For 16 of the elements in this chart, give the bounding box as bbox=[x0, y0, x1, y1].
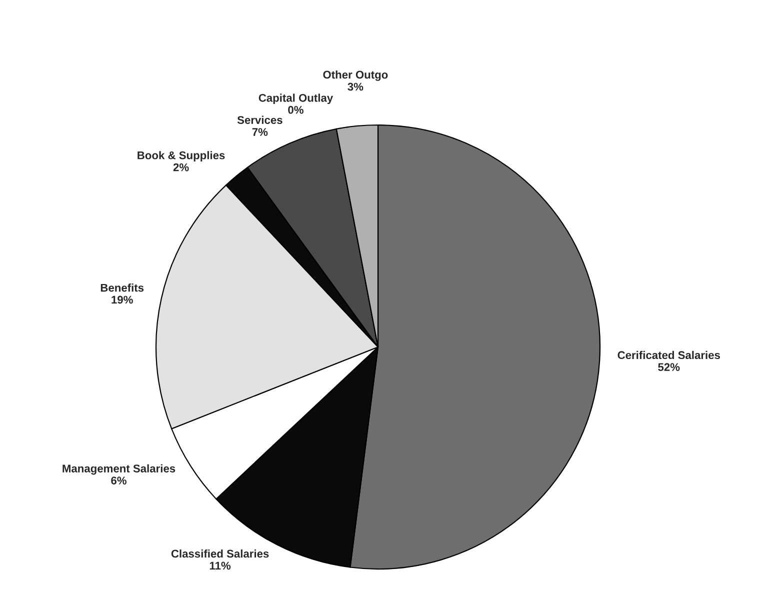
data-label: 3% bbox=[348, 82, 364, 91]
slice-label: Services bbox=[237, 116, 282, 124]
data-label: 6% bbox=[111, 476, 126, 484]
slice-label: Other Outgo bbox=[323, 70, 388, 81]
slice-label: Management Salaries bbox=[62, 464, 176, 475]
data-label: 2% bbox=[173, 163, 189, 172]
slice-label: Book & Supplies bbox=[138, 151, 225, 162]
data-label: 7% bbox=[252, 128, 268, 136]
slice-label: Benefits bbox=[100, 284, 144, 292]
data-label: 52% bbox=[658, 363, 680, 372]
slice-label: Cerificated Salaries bbox=[618, 350, 720, 360]
category-label: Capital Outlay bbox=[258, 94, 334, 104]
text: 0% bbox=[288, 106, 304, 114]
data-label: 11% bbox=[210, 562, 231, 570]
slice-label: Classified Salaries bbox=[171, 549, 269, 558]
data-label: 19% bbox=[112, 296, 133, 304]
